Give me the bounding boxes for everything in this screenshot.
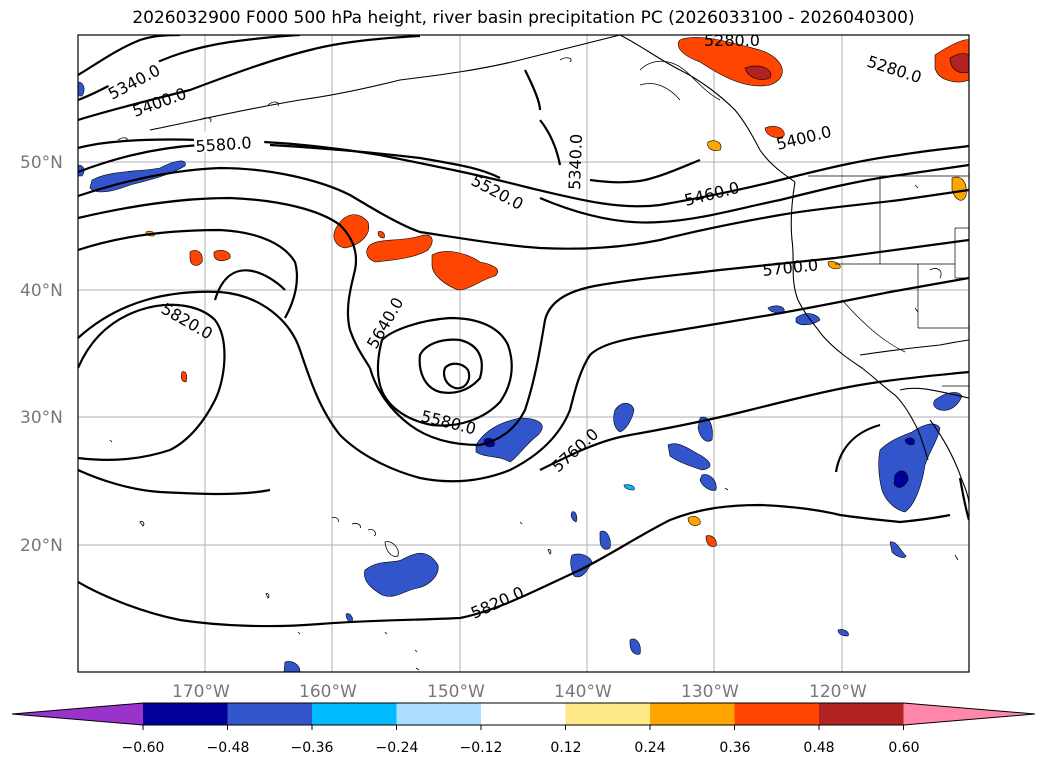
- contour-label: 5340.0: [565, 134, 586, 191]
- colorbar-extend-low: [12, 703, 143, 725]
- colorbar-swatch: [734, 703, 820, 725]
- coastlines: [149, 35, 969, 506]
- contour-label: 5580.0: [195, 133, 252, 156]
- colorbar-swatch: [396, 703, 482, 725]
- longitude-label: 140°W: [554, 682, 612, 702]
- colorbar-tick-label: 0.36: [719, 740, 750, 756]
- colorbar-tick-label: −0.24: [376, 740, 419, 756]
- colorbar-swatch: [819, 703, 904, 725]
- latitude-label: 40°N: [20, 281, 63, 301]
- latitude-label: 30°N: [20, 408, 63, 428]
- longitude-label: 170°W: [172, 682, 230, 702]
- longitude-label: 120°W: [809, 682, 867, 702]
- latitude-label: 20°N: [20, 536, 63, 556]
- longitude-label: 160°W: [299, 682, 357, 702]
- longitude-label: 150°W: [427, 682, 485, 702]
- colorbar-swatch: [650, 703, 735, 725]
- colorbar-tick-label: −0.48: [207, 740, 250, 756]
- map-title: 2026032900 F000 500 hPa height, river ba…: [132, 8, 915, 28]
- colorbar-tick-label: −0.60: [122, 740, 165, 756]
- colorbar-tick-label: 0.24: [634, 740, 665, 756]
- colorbar-swatch: [143, 703, 228, 725]
- contour-label: 5280.0: [704, 31, 760, 50]
- latitude-labels: 50°N 40°N 30°N 20°N: [20, 153, 63, 556]
- colorbar-tick-label: 0.48: [803, 740, 834, 756]
- colorbar-tick-label: 0.12: [550, 740, 581, 756]
- colorbar: [11, 702, 1036, 730]
- map-frame: [77, 34, 970, 673]
- colorbar-extend-high: [903, 703, 1035, 725]
- colorbar-tick-labels: −0.60 −0.48 −0.36 −0.24 −0.12 0.12 0.24 …: [122, 740, 920, 756]
- longitude-label: 130°W: [681, 682, 739, 702]
- map-plot-area: [78, 35, 969, 672]
- colorbar-swatch: [312, 703, 397, 725]
- colorbar-tick-label: −0.36: [291, 740, 334, 756]
- precipitation-shading: [78, 37, 969, 672]
- colorbar-swatch: [227, 703, 313, 725]
- colorbar-tick-label: −0.12: [460, 740, 503, 756]
- state-borders: [808, 175, 969, 387]
- colorbar-tick-label: 0.60: [888, 740, 919, 756]
- longitude-labels: 170°W 160°W 150°W 140°W 130°W 120°W: [172, 682, 867, 702]
- islands: [109, 57, 959, 671]
- colorbar-swatch: [481, 703, 566, 725]
- colorbar-swatch: [565, 703, 651, 725]
- latitude-label: 50°N: [20, 153, 63, 173]
